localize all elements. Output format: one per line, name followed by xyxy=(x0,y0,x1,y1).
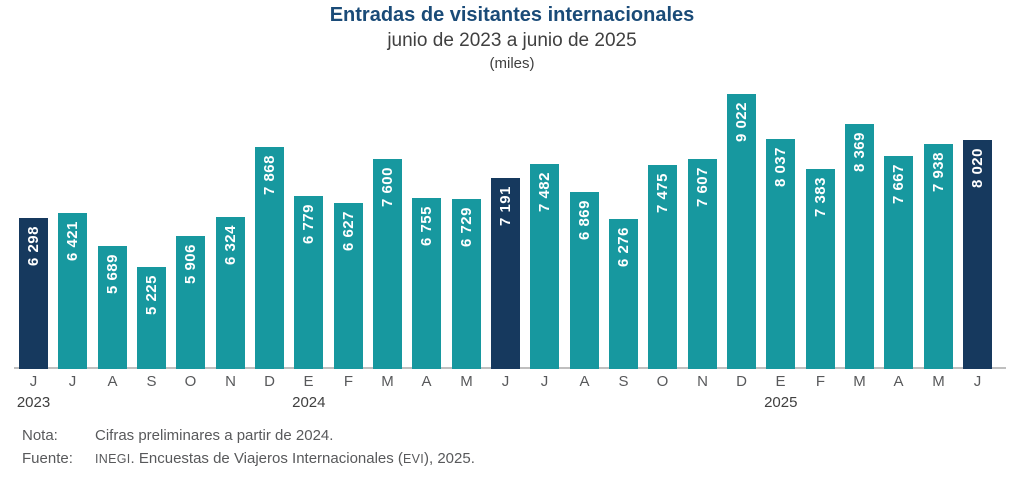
nota-label: Nota: xyxy=(22,427,58,444)
bar: 7 475 xyxy=(648,165,677,369)
notes-block: Nota: Cifras preliminares a partir de 20… xyxy=(22,424,475,471)
bar: 8 369 xyxy=(845,124,874,369)
month-label: A xyxy=(421,373,432,390)
month-label: M xyxy=(460,373,473,390)
bar-value-label: 6 729 xyxy=(458,207,475,248)
bar-value-label: 7 191 xyxy=(497,186,514,227)
bar: 8 037 xyxy=(766,139,795,369)
month-label: O xyxy=(184,373,197,390)
note-row-nota: Nota: Cifras preliminares a partir de 20… xyxy=(22,424,475,447)
bar-value-label: 6 779 xyxy=(300,204,317,245)
bar-value-label: 6 755 xyxy=(418,206,435,247)
bar-value-label: 6 324 xyxy=(222,225,239,266)
bar: 8 020 xyxy=(963,140,992,369)
bar-value-label: 7 667 xyxy=(890,164,907,205)
bar: 6 729 xyxy=(452,199,481,369)
month-label: S xyxy=(618,373,629,390)
bar-value-label: 8 037 xyxy=(772,147,789,188)
fuente-org: INEGI xyxy=(95,452,131,466)
bar: 6 869 xyxy=(570,192,599,369)
month-label: S xyxy=(146,373,157,390)
month-label: E xyxy=(303,373,314,390)
month-label: J xyxy=(973,373,982,390)
month-label: M xyxy=(853,373,866,390)
month-label: J xyxy=(29,373,38,390)
chart-units-label: (miles) xyxy=(489,55,535,72)
month-label: N xyxy=(697,373,708,390)
fuente-end: ), 2025. xyxy=(424,450,475,467)
fuente-abbr: EVI xyxy=(402,452,424,466)
chart-title: Entradas de visitantes internacionales xyxy=(329,4,695,26)
month-label: J xyxy=(540,373,549,390)
bar-value-label: 8 369 xyxy=(851,132,868,173)
bar: 5 225 xyxy=(137,267,166,369)
bar: 7 938 xyxy=(924,144,953,369)
bar: 6 298 xyxy=(19,218,48,369)
month-label: J xyxy=(68,373,77,390)
month-label: M xyxy=(381,373,394,390)
bar: 6 755 xyxy=(412,198,441,369)
month-label: A xyxy=(579,373,590,390)
month-label: E xyxy=(775,373,786,390)
bar: 7 607 xyxy=(688,159,717,369)
bar: 7 600 xyxy=(373,159,402,369)
fuente-middle: . Encuestas de Viajeros Internacionales … xyxy=(130,450,403,467)
month-label: D xyxy=(736,373,747,390)
year-label: 2024 xyxy=(292,394,326,411)
month-label: J xyxy=(501,373,510,390)
month-label: F xyxy=(815,373,826,390)
bar-value-label: 7 868 xyxy=(261,155,278,196)
bar: 5 689 xyxy=(98,246,127,369)
bar: 9 022 xyxy=(727,94,756,369)
bar-value-label: 7 475 xyxy=(654,173,671,214)
bar-value-label: 6 869 xyxy=(576,200,593,241)
bar: 5 906 xyxy=(176,236,205,369)
month-label: D xyxy=(264,373,275,390)
bar: 7 667 xyxy=(884,156,913,369)
bar: 6 627 xyxy=(334,203,363,369)
bar-value-label: 6 298 xyxy=(25,226,42,267)
bar-value-label: 7 938 xyxy=(930,152,947,193)
note-row-fuente: Fuente: INEGI. Encuestas de Viajeros Int… xyxy=(22,447,475,471)
year-label: 2023 xyxy=(16,394,51,411)
month-label: F xyxy=(343,373,354,390)
chart-header: Entradas de visitantes internacionales j… xyxy=(0,3,1024,73)
bar: 7 383 xyxy=(806,169,835,369)
bar-value-label: 7 383 xyxy=(812,177,829,218)
month-label: A xyxy=(107,373,118,390)
bar: 7 482 xyxy=(530,164,559,369)
bar-value-label: 7 482 xyxy=(536,172,553,213)
year-label: 2025 xyxy=(764,394,798,411)
bar-value-label: 6 276 xyxy=(615,227,632,268)
bar: 6 421 xyxy=(58,213,87,369)
bar: 6 779 xyxy=(294,196,323,369)
bar-value-label: 6 421 xyxy=(64,221,81,262)
bar-value-label: 9 022 xyxy=(733,102,750,143)
bar: 6 276 xyxy=(609,219,638,369)
month-label: M xyxy=(932,373,945,390)
nota-text: Cifras preliminares a partir de 2024. xyxy=(95,427,334,444)
month-label: A xyxy=(893,373,904,390)
fuente-label: Fuente: xyxy=(22,450,73,467)
bar: 7 868 xyxy=(255,147,284,369)
month-label: N xyxy=(225,373,236,390)
bar-value-label: 7 600 xyxy=(379,167,396,208)
chart-subtitle: junio de 2023 a junio de 2025 xyxy=(387,30,637,51)
bar-value-label: 7 607 xyxy=(694,167,711,208)
bar: 7 191 xyxy=(491,178,520,369)
bar-value-label: 5 689 xyxy=(104,254,121,295)
bar-value-label: 8 020 xyxy=(969,148,986,189)
fuente-text: INEGI. Encuestas de Viajeros Internacion… xyxy=(95,447,475,471)
month-label: O xyxy=(656,373,669,390)
bar: 6 324 xyxy=(216,217,245,369)
bar-value-label: 6 627 xyxy=(340,211,357,252)
bar-value-label: 5 225 xyxy=(143,275,160,316)
bar-value-label: 5 906 xyxy=(182,244,199,285)
